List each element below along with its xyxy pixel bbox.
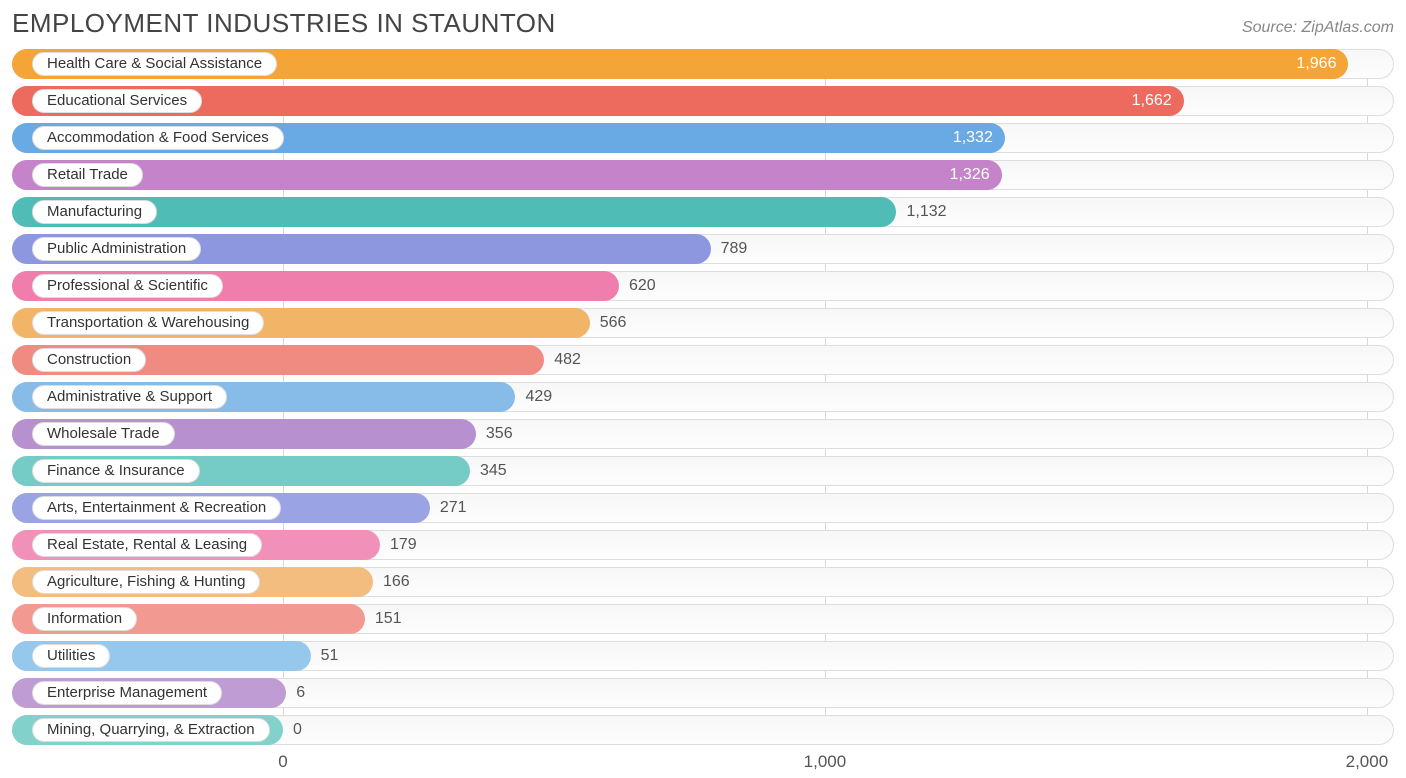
bar-category-label: Real Estate, Rental & Leasing bbox=[32, 533, 262, 557]
chart-header: EMPLOYMENT INDUSTRIES IN STAUNTON Source… bbox=[12, 8, 1394, 39]
chart-area: Health Care & Social Assistance1,966 Educ… bbox=[12, 49, 1394, 778]
bar-value-label: 151 bbox=[365, 604, 402, 634]
bar-value-label: 345 bbox=[470, 456, 507, 486]
bar-row: Administrative & Support 429 bbox=[12, 382, 1394, 412]
bar-row: Construction 482 bbox=[12, 345, 1394, 375]
bar-value-label: 1,326 bbox=[12, 160, 1002, 190]
bar-value-label: 1,966 bbox=[12, 49, 1348, 79]
bar-value-label: 789 bbox=[711, 234, 748, 264]
bar-row: Enterprise Management 6 bbox=[12, 678, 1394, 708]
bar-row: Information 151 bbox=[12, 604, 1394, 634]
source-name: ZipAtlas.com bbox=[1302, 19, 1394, 36]
bar-category-label: Utilities bbox=[32, 644, 110, 668]
source-label: Source: bbox=[1242, 19, 1297, 36]
bar-row: Finance & Insurance 345 bbox=[12, 456, 1394, 486]
bar-row: Educational Services1,662 bbox=[12, 86, 1394, 116]
bar-row: Mining, Quarrying, & Extraction 0 bbox=[12, 715, 1394, 745]
x-axis: 0 1,000 2,000 bbox=[12, 752, 1394, 778]
bar-category-label: Professional & Scientific bbox=[32, 274, 223, 298]
bar-category-label: Construction bbox=[32, 348, 146, 372]
bar-category-label: Information bbox=[32, 607, 137, 631]
chart-title: EMPLOYMENT INDUSTRIES IN STAUNTON bbox=[12, 8, 556, 39]
bar-value-label: 271 bbox=[430, 493, 467, 523]
bar-category-label: Agriculture, Fishing & Hunting bbox=[32, 570, 260, 594]
bar-category-label: Administrative & Support bbox=[32, 385, 227, 409]
bar-category-label: Transportation & Warehousing bbox=[32, 311, 264, 335]
bar-row: Accommodation & Food Services1,332 bbox=[12, 123, 1394, 153]
bar-value-label: 566 bbox=[590, 308, 627, 338]
bar-value-label: 620 bbox=[619, 271, 656, 301]
x-axis-tick: 2,000 bbox=[1346, 752, 1389, 772]
bar-category-label: Finance & Insurance bbox=[32, 459, 200, 483]
bar-list: Health Care & Social Assistance1,966 Educ… bbox=[12, 49, 1394, 745]
bar-row: Utilities 51 bbox=[12, 641, 1394, 671]
bar-category-label: Enterprise Management bbox=[32, 681, 222, 705]
bar-row: Professional & Scientific 620 bbox=[12, 271, 1394, 301]
bar-value-label: 0 bbox=[283, 715, 302, 745]
bar-row: Public Administration 789 bbox=[12, 234, 1394, 264]
bar-value-label: 179 bbox=[380, 530, 417, 560]
bar-category-label: Public Administration bbox=[32, 237, 201, 261]
bar-value-label: 6 bbox=[286, 678, 305, 708]
bar-value-label: 166 bbox=[373, 567, 410, 597]
bar-value-label: 1,332 bbox=[12, 123, 1005, 153]
bar-row: Health Care & Social Assistance1,966 bbox=[12, 49, 1394, 79]
bar-value-label: 356 bbox=[476, 419, 513, 449]
bar-category-label: Wholesale Trade bbox=[32, 422, 175, 446]
bar-category-label: Mining, Quarrying, & Extraction bbox=[32, 718, 270, 742]
bar-row: Manufacturing 1,132 bbox=[12, 197, 1394, 227]
chart-source: Source: ZipAtlas.com bbox=[1242, 19, 1394, 37]
bar-value-label: 1,662 bbox=[12, 86, 1184, 116]
bar-row: Transportation & Warehousing 566 bbox=[12, 308, 1394, 338]
bar-value-label: 1,132 bbox=[896, 197, 946, 227]
bar-value-label: 51 bbox=[311, 641, 339, 671]
bar-row: Wholesale Trade 356 bbox=[12, 419, 1394, 449]
x-axis-tick: 1,000 bbox=[804, 752, 847, 772]
bar-category-label: Arts, Entertainment & Recreation bbox=[32, 496, 281, 520]
bar-row: Arts, Entertainment & Recreation 271 bbox=[12, 493, 1394, 523]
bar-value-label: 429 bbox=[515, 382, 552, 412]
bar-row: Real Estate, Rental & Leasing 179 bbox=[12, 530, 1394, 560]
bar-row: Retail Trade1,326 bbox=[12, 160, 1394, 190]
bar-row: Agriculture, Fishing & Hunting 166 bbox=[12, 567, 1394, 597]
x-axis-tick: 0 bbox=[278, 752, 287, 772]
bar-value-label: 482 bbox=[544, 345, 581, 375]
bar-category-label: Manufacturing bbox=[32, 200, 157, 224]
